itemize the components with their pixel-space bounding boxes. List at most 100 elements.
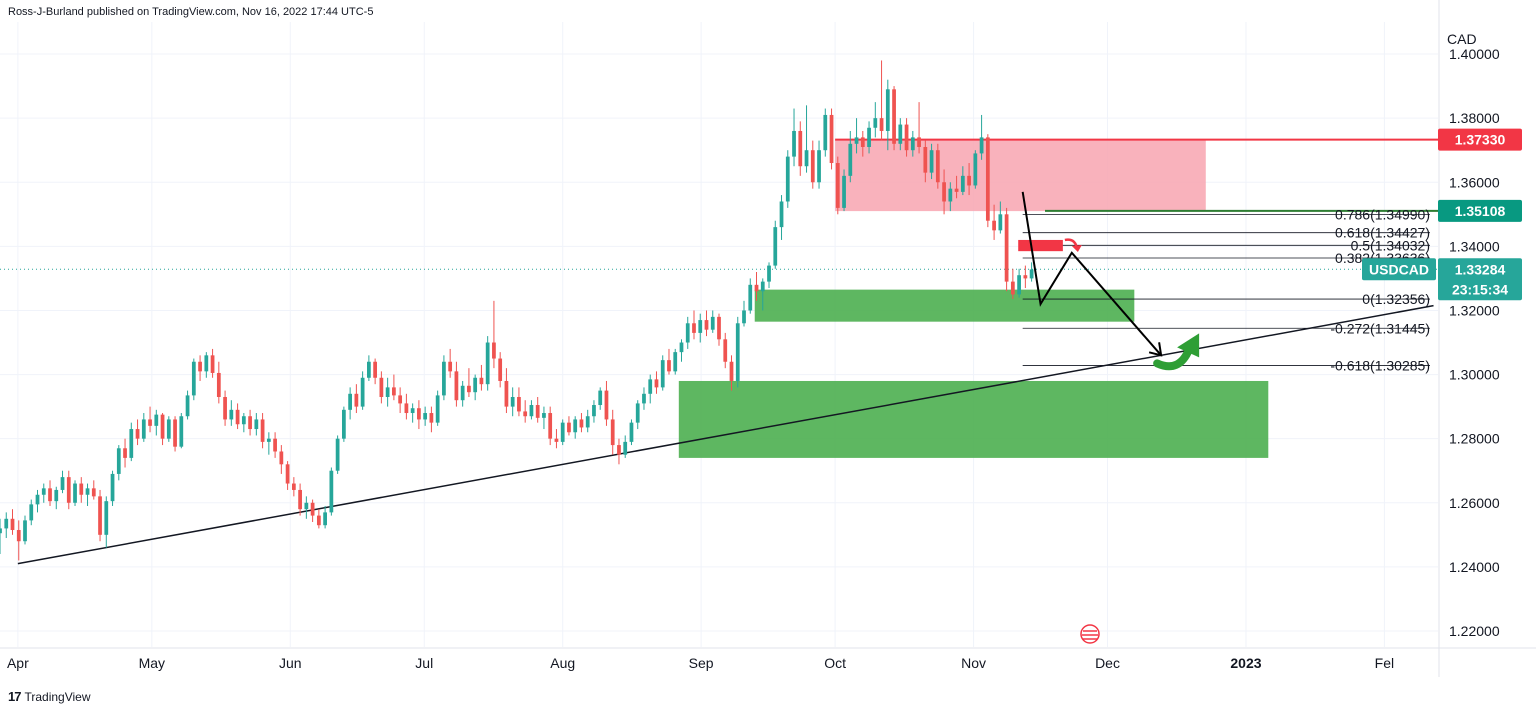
candle-body (354, 393, 359, 407)
candle-body (91, 488, 96, 497)
x-tick-label: May (139, 655, 165, 671)
candle-body (698, 320, 703, 333)
candle-body (860, 137, 865, 147)
resistance-price-tag (1438, 128, 1522, 151)
x-tick-label: Aug (550, 655, 575, 671)
candle-body (41, 488, 46, 495)
candle-body (979, 137, 984, 154)
candle-body (685, 323, 690, 343)
candle-body (448, 361, 453, 372)
fib-label: -0.618(1.30285) (1330, 357, 1430, 373)
candle-body (510, 397, 515, 407)
candle-body (285, 464, 290, 484)
candle-body (435, 395, 440, 423)
candle-body (329, 470, 334, 513)
candle-body (617, 445, 621, 455)
projection-arrow-head (1148, 342, 1163, 357)
currency-label: CAD (1447, 31, 1477, 47)
candle-body (792, 130, 796, 157)
candle-body (367, 361, 371, 378)
y-tick-label: 1.24000 (1449, 559, 1500, 575)
candle-body (335, 438, 340, 471)
candle-body (1004, 214, 1009, 282)
candle-body (29, 504, 34, 521)
candle-body (467, 385, 471, 393)
candle-body (98, 496, 102, 535)
red-rejection-box (1018, 239, 1063, 252)
candle-body (35, 494, 40, 505)
candle-body (4, 518, 9, 529)
candle-body (923, 147, 928, 173)
candle-body (804, 150, 809, 167)
candle-body (129, 429, 134, 458)
candle-body (385, 387, 390, 397)
candle-body (116, 448, 121, 474)
candle-body (535, 405, 540, 418)
candle-body (504, 380, 509, 407)
candle-body (579, 419, 584, 428)
candle-body (960, 175, 965, 192)
candle-body (823, 114, 828, 151)
y-tick-label: 1.36000 (1449, 174, 1500, 190)
x-tick-label: Oct (824, 655, 846, 671)
candle-body (592, 405, 596, 417)
candle-body (517, 397, 521, 412)
candle-body (935, 150, 940, 183)
candle-body (817, 150, 821, 183)
candle-body (160, 414, 165, 439)
time-axis[interactable]: Apr May Jun Jul Aug Sep Oct Nov Dec 2023 Fel (0, 647, 1536, 671)
candle-body (254, 419, 259, 430)
candle-body (304, 502, 309, 510)
candle-body (573, 419, 578, 433)
x-tick-label: 2023 (1230, 655, 1261, 671)
us-flag-icon (1080, 624, 1100, 644)
candle-body (967, 175, 971, 186)
candle-body (73, 483, 77, 503)
candle-body (442, 361, 446, 396)
candle-body (735, 323, 740, 381)
candle-body (892, 89, 896, 144)
candle-body (423, 413, 428, 420)
candle-body (767, 265, 771, 282)
x-tick-label: Jun (279, 655, 302, 671)
candle-body (492, 342, 496, 359)
price-axis[interactable]: 1.40000 1.38000 1.36000 1.34000 1.32000 1.300… (1438, 0, 1500, 677)
horizontal-levels (0, 138, 1438, 270)
fib-label: -0.272(1.31445) (1330, 320, 1430, 336)
candle-body (992, 220, 996, 231)
candle-body (810, 150, 815, 183)
green-bounce-arrow (1153, 345, 1194, 371)
candle-body (241, 416, 246, 425)
fib-label: 0(1.32356) (1362, 291, 1430, 307)
candle-body (629, 422, 634, 442)
candle-body (679, 342, 684, 353)
candle-body (529, 405, 534, 417)
candle-body (879, 118, 884, 131)
support-price-tag (1438, 199, 1522, 222)
candle-body (279, 451, 284, 465)
candle-body (66, 477, 71, 503)
candle-body (954, 188, 959, 192)
y-tick-label: 1.32000 (1449, 302, 1500, 318)
x-tick-label: Jul (415, 655, 433, 671)
candle-body (23, 520, 27, 542)
chart-zones (678, 139, 1269, 458)
current-price-tag (1438, 258, 1522, 301)
candle-body (235, 409, 240, 425)
candle-body (567, 422, 571, 433)
candle-body (485, 342, 490, 385)
candle-body (392, 387, 396, 396)
candle-body (779, 201, 784, 228)
tradingview-footer: 17 TradingView (8, 689, 91, 704)
candle-body (454, 371, 459, 401)
candle-body (917, 137, 921, 147)
candle-body (929, 150, 934, 173)
candle-body (498, 358, 503, 381)
candle-body (0, 528, 2, 534)
y-tick-label: 1.22000 (1449, 623, 1500, 639)
candle-body (942, 182, 946, 202)
candle-body (291, 483, 296, 490)
candle-body (473, 377, 478, 393)
candle-body (379, 377, 384, 397)
